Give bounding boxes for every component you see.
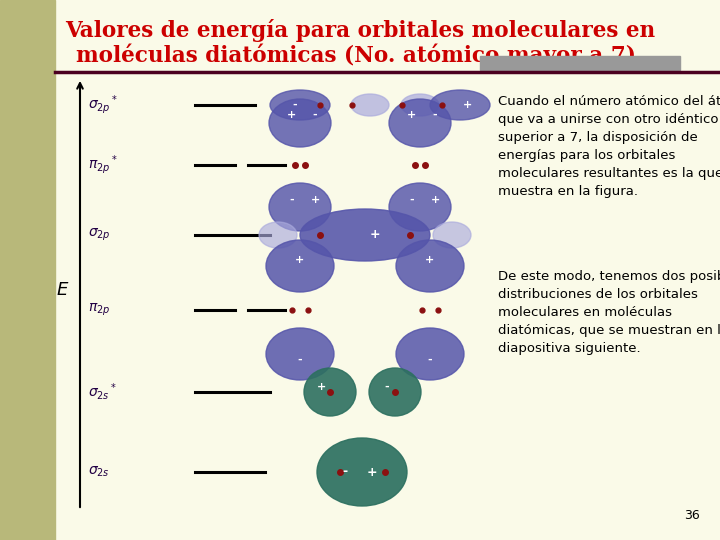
Text: +: + [369,228,380,241]
Text: -: - [433,110,437,120]
Ellipse shape [389,183,451,231]
Bar [480,56,680,70]
Text: -: - [384,382,390,392]
Text: -: - [297,355,302,365]
Text: E: E [56,281,68,299]
Text: 36: 36 [684,509,700,522]
Text: $\pi_{2p}$: $\pi_{2p}$ [88,302,110,318]
Text: $\sigma_{2s}$: $\sigma_{2s}$ [88,465,110,479]
Text: +: + [426,255,435,265]
Text: +: + [431,195,440,205]
Ellipse shape [396,240,464,292]
Text: -: - [293,100,297,110]
Text: Valores de energía para orbitales moleculares en: Valores de energía para orbitales molecu… [65,18,655,42]
Ellipse shape [317,438,407,506]
Text: +: + [318,382,327,392]
Text: $\sigma_{2p}$: $\sigma_{2p}$ [88,227,111,243]
Text: Cuando el número atómico del átomo
que va a unirse con otro idéntico es
superior: Cuando el número atómico del átomo que v… [498,95,720,198]
Ellipse shape [369,368,421,416]
Text: $\pi_{2p}{}^*$: $\pi_{2p}{}^*$ [88,153,117,177]
Bar [0,0,55,540]
Ellipse shape [401,94,439,116]
Ellipse shape [266,328,334,380]
Ellipse shape [270,90,330,120]
Text: -: - [343,465,348,478]
Text: +: + [408,110,417,120]
Ellipse shape [396,328,464,380]
Text: +: + [287,110,297,120]
Text: +: + [366,465,377,478]
Ellipse shape [269,183,331,231]
Ellipse shape [269,99,331,147]
Ellipse shape [433,222,471,248]
Text: +: + [310,195,320,205]
Text: $\sigma_{2s}{}^*$: $\sigma_{2s}{}^*$ [88,381,117,402]
Ellipse shape [304,368,356,416]
Text: -: - [410,195,414,205]
Ellipse shape [430,90,490,120]
Text: +: + [464,100,472,110]
Ellipse shape [300,209,430,261]
Ellipse shape [266,240,334,292]
Text: -: - [428,355,432,365]
Text: +: + [295,255,305,265]
Text: -: - [312,110,318,120]
Text: moléculas diatómicas (No. atómico mayor a 7).: moléculas diatómicas (No. atómico mayor … [76,43,644,67]
Ellipse shape [389,99,451,147]
Text: $\sigma_{2p}{}^*$: $\sigma_{2p}{}^*$ [88,93,118,117]
Ellipse shape [259,222,297,248]
Text: De este modo, tenemos dos posibles
distribuciones de los orbitales
moleculares e: De este modo, tenemos dos posibles distr… [498,270,720,355]
Text: -: - [289,195,294,205]
Ellipse shape [351,94,389,116]
